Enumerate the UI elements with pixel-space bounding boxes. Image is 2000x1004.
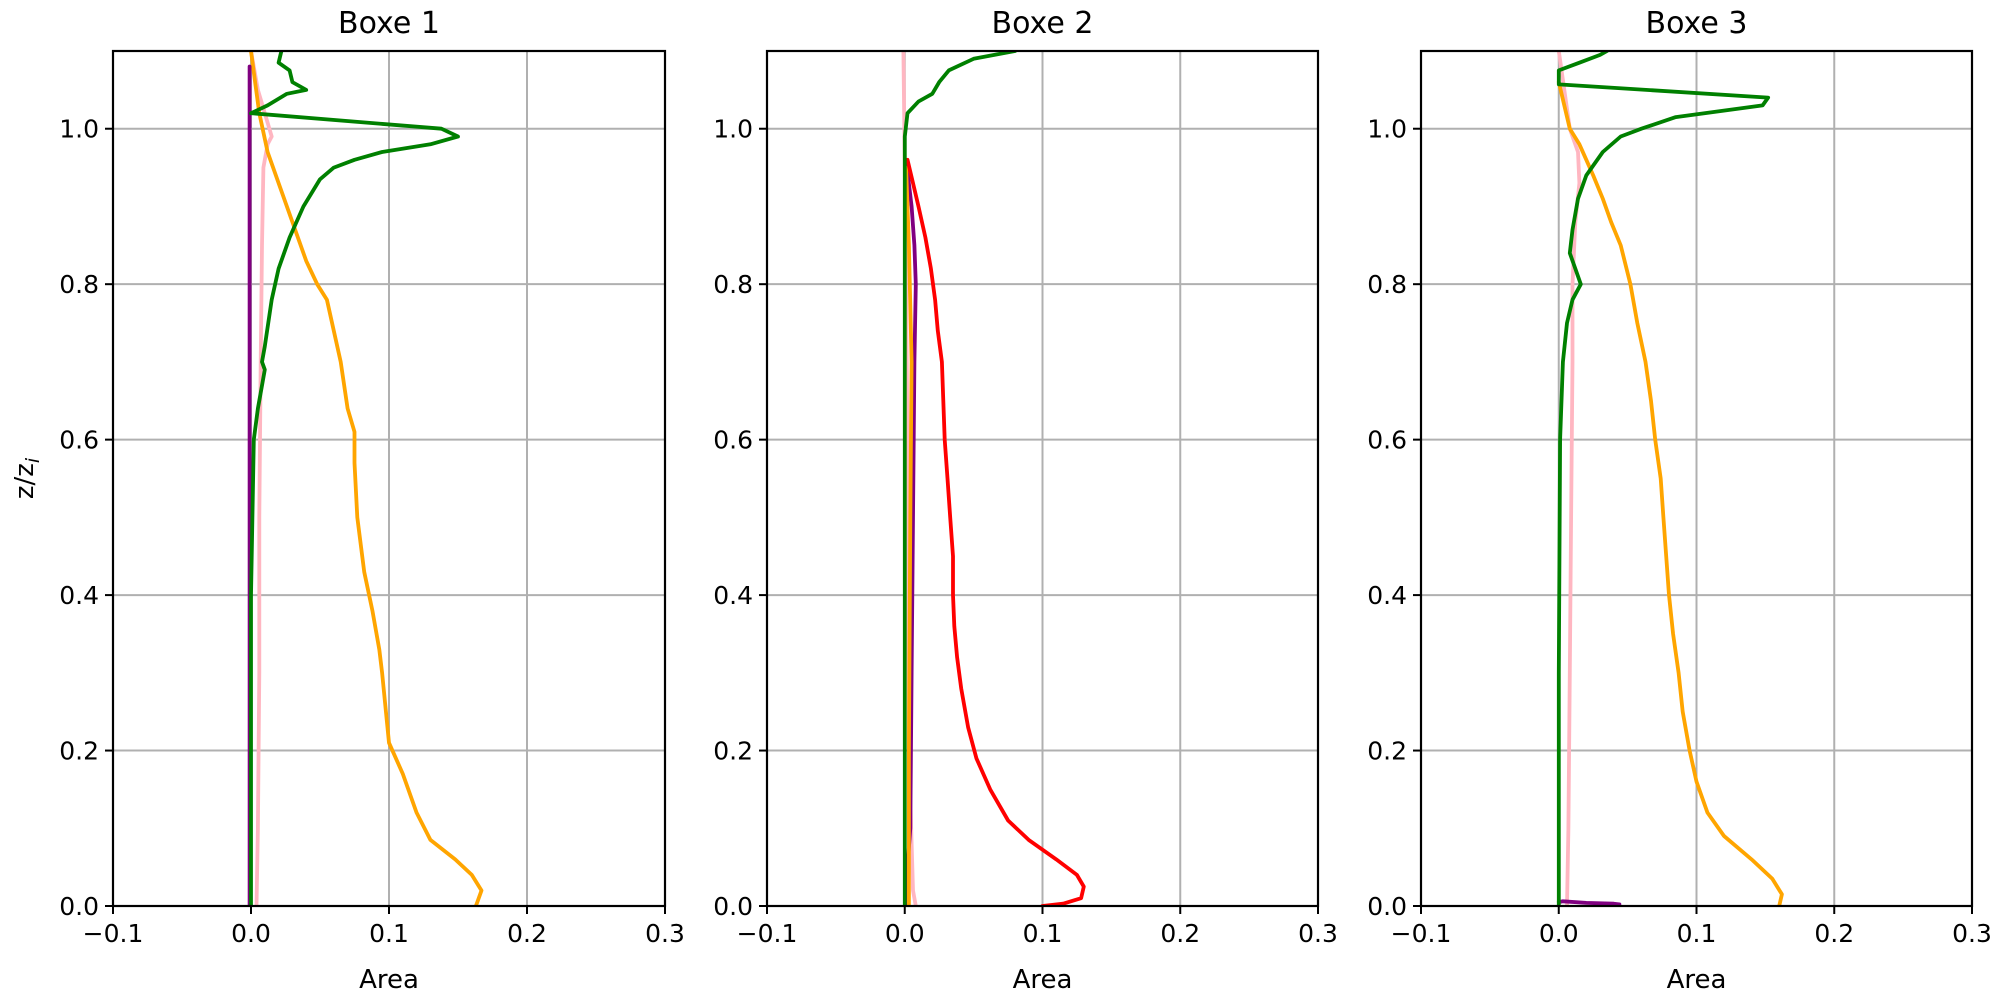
y-tick-label: 0.8 bbox=[713, 270, 753, 299]
series-group bbox=[901, 51, 1086, 906]
x-tick-label: 0.2 bbox=[1814, 919, 1854, 948]
x-tick-label: −0.1 bbox=[1391, 919, 1452, 948]
series-line-5 bbox=[902, 51, 1017, 906]
x-tick-label: 0.0 bbox=[1539, 919, 1579, 948]
y-tick-label: 0.4 bbox=[1367, 581, 1407, 610]
y-axis-label: z/zi bbox=[10, 457, 44, 499]
series-line-4 bbox=[905, 157, 1086, 906]
series-line-1 bbox=[1556, 51, 1582, 906]
y-tick-label: 1.0 bbox=[713, 115, 753, 144]
y-tick-label: 0.8 bbox=[59, 270, 99, 299]
y-tick-label: 0.4 bbox=[713, 581, 753, 610]
series-group bbox=[247, 51, 484, 906]
x-tick-label: 0.2 bbox=[507, 919, 547, 948]
y-tick-label: 0.0 bbox=[59, 892, 99, 921]
series-line-3 bbox=[1556, 899, 1622, 906]
series-line-1 bbox=[249, 51, 274, 906]
y-tick-label: 0.2 bbox=[1367, 737, 1407, 766]
y-tick-label: 1.0 bbox=[59, 115, 99, 144]
series-line-2 bbox=[1556, 80, 1784, 906]
x-tick-label: 0.1 bbox=[369, 919, 409, 948]
series-group bbox=[1556, 51, 1784, 906]
y-tick-label: 0.4 bbox=[59, 581, 99, 610]
series-line-4 bbox=[249, 51, 460, 906]
y-tick-label: 0.2 bbox=[713, 737, 753, 766]
chart-title: Boxe 1 bbox=[338, 6, 440, 41]
x-tick-label: 0.0 bbox=[885, 919, 925, 948]
y-tick-label: 0.6 bbox=[59, 426, 99, 455]
x-tick-label: 0.3 bbox=[1952, 919, 1992, 948]
chart-title: Boxe 3 bbox=[1646, 6, 1748, 41]
series-line-2 bbox=[249, 51, 484, 906]
y-tick-label: 0.8 bbox=[1367, 270, 1407, 299]
x-axis-label: Area bbox=[359, 965, 419, 995]
x-tick-label: 0.2 bbox=[1160, 919, 1200, 948]
x-tick-label: 0.1 bbox=[1677, 919, 1717, 948]
x-tick-label: −0.1 bbox=[737, 919, 798, 948]
x-tick-label: 0.3 bbox=[645, 919, 685, 948]
x-tick-label: −0.1 bbox=[83, 919, 144, 948]
x-axis-label: Area bbox=[1013, 965, 1073, 995]
x-tick-label: 0.1 bbox=[1023, 919, 1063, 948]
y-axis-label-subscript: i bbox=[22, 457, 44, 463]
y-tick-label: 0.6 bbox=[1367, 426, 1407, 455]
y-axis-label-main: z/z bbox=[10, 463, 40, 499]
series-line-4 bbox=[1556, 51, 1770, 906]
x-axis-label: Area bbox=[1667, 965, 1727, 995]
series-line-3 bbox=[904, 165, 914, 906]
chart-title: Boxe 2 bbox=[992, 6, 1094, 41]
y-tick-label: 0.0 bbox=[1367, 892, 1407, 921]
y-tick-label: 0.0 bbox=[713, 892, 753, 921]
x-tick-label: 0.3 bbox=[1298, 919, 1338, 948]
y-tick-label: 0.2 bbox=[59, 737, 99, 766]
x-tick-label: 0.0 bbox=[231, 919, 271, 948]
y-tick-label: 1.0 bbox=[1367, 115, 1407, 144]
y-tick-label: 0.6 bbox=[713, 426, 753, 455]
